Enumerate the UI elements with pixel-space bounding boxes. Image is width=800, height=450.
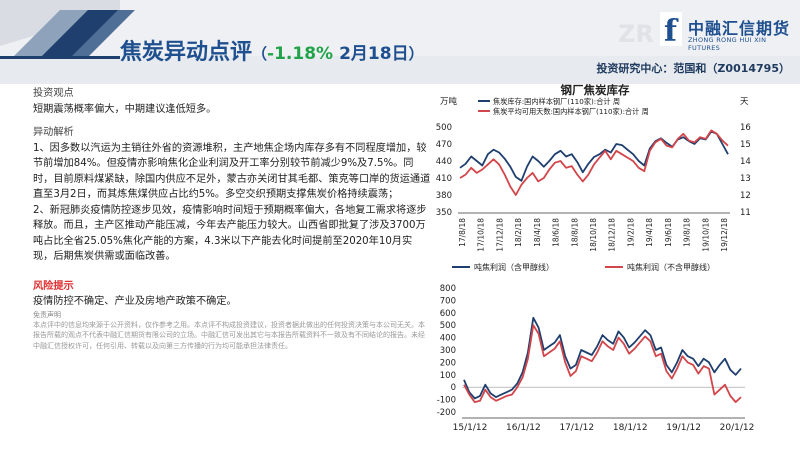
legend-label: 吨焦利润（不含甲醇线）	[627, 262, 715, 272]
analysis-point-2: 2、新冠肺炎疫情防控逐步见效，疫情影响时间短于预期概率偏大，各地复工需求将逐步释…	[33, 204, 427, 263]
y-tick-right: 12	[740, 191, 751, 201]
y-tick-left: 500	[436, 123, 452, 133]
x-tick-label: 18/6/18	[552, 218, 561, 247]
y-tick: 100	[440, 371, 456, 381]
y-tick-right: 11	[740, 208, 751, 218]
legend-label: 焦炭平均可用天数:国内样本钢厂(110家):合计 周	[493, 107, 649, 116]
right-axis-unit: 天	[740, 97, 749, 107]
title-paren-open: （	[252, 45, 268, 63]
analysis-point-1: 1、因多数以汽运为主销往外省的资源堆积，主产地焦企场内库存多有不同程度增加，较节…	[33, 142, 431, 201]
x-tick-label: 18/1/12	[613, 423, 648, 433]
x-tick-label: 20/1/12	[720, 423, 755, 433]
risk-heading: 风险提示	[33, 280, 74, 292]
page-title: 焦炭异动点评（-1.18% 2月18日）	[120, 34, 424, 66]
disclaimer-text: 本点评中的信息均来源于公开资料，仅作参考之用。本点评不构成投资建议，投资者据此做…	[33, 320, 425, 350]
logo-name: 中融汇信期货	[688, 19, 791, 38]
series-line	[463, 324, 742, 404]
y-tick-left: 440	[436, 157, 452, 167]
view-text: 短期震荡概率偏大，中期建议逢低短多。	[33, 103, 217, 115]
y-tick: 600	[440, 309, 456, 319]
x-tick-label: 19/6/18	[664, 218, 673, 247]
y-tick-right: 15	[740, 140, 751, 150]
y-tick-right: 16	[740, 123, 751, 133]
y-tick: -200	[437, 408, 456, 418]
logo-watermark: ZR	[618, 20, 654, 48]
report-date: 2月18日	[339, 44, 409, 64]
title-main: 焦炭异动点评	[120, 40, 253, 65]
y-tick-right: 13	[740, 174, 751, 184]
y-tick: 700	[440, 296, 456, 306]
x-tick-label: 16/1/12	[506, 423, 541, 433]
x-tick-label: 19/12/18	[720, 218, 729, 252]
analyst-credit: 投资研究中心：范国和（Z0014795）	[596, 62, 790, 75]
y-tick: 400	[440, 334, 456, 344]
risk-text: 疫情防控不确定、产业及房地产政策不确定。	[33, 296, 237, 307]
y-tick-left: 410	[436, 174, 452, 184]
series-line	[459, 130, 729, 182]
y-tick: 800	[440, 284, 456, 294]
header-subband	[0, 56, 800, 84]
legend-label: 焦炭库存:国内样本钢厂(110家):合计 周	[493, 97, 620, 106]
x-tick-label: 18/10/18	[589, 218, 598, 252]
legend-label: 吨焦利润（含甲醇线）	[474, 262, 554, 272]
y-tick: 200	[440, 358, 456, 368]
y-tick-left: 350	[436, 208, 452, 218]
x-tick-label: 19/2/18	[626, 218, 635, 247]
logo-mark-box	[660, 12, 682, 46]
y-tick: 300	[440, 346, 456, 356]
left-axis-unit: 万吨	[440, 96, 458, 107]
y-tick: 0	[451, 383, 456, 393]
x-tick-label: 18/4/18	[533, 218, 542, 247]
coke-profit-chart: 吨焦利润（含甲醇线） 吨焦利润（不含甲醇线） 800 700 600 500 400 300 2…	[437, 262, 755, 433]
x-tick-label: 15/1/12	[453, 423, 488, 433]
x-tick-label: 17/1/12	[559, 423, 594, 433]
x-tick-label: 19/8/18	[683, 218, 692, 247]
x-tick-label: 19/4/18	[645, 218, 654, 247]
x-tick-label: 18/12/18	[608, 218, 617, 252]
price-change: -1.18%	[267, 44, 334, 64]
x-tick-label: 17/10/18	[477, 218, 486, 252]
x-tick-label: 19/1/12	[666, 423, 701, 433]
y-tick-left: 380	[436, 191, 452, 201]
x-tick-label: 18/8/18	[570, 218, 579, 247]
series-line	[459, 129, 729, 196]
y-tick-left: 470	[436, 140, 452, 150]
title-paren-close: ）	[408, 45, 424, 63]
series-line	[463, 316, 742, 400]
y-tick-right: 14	[740, 157, 751, 167]
x-tick-label: 17/12/18	[495, 218, 504, 252]
logo-mark: f	[664, 14, 679, 49]
disclaimer-heading: 免责声明	[33, 310, 61, 319]
y-tick: -100	[437, 396, 456, 406]
chart-title: 钢厂焦炭库存	[561, 83, 630, 97]
x-tick-label: 17/8/18	[458, 218, 467, 247]
logo-subtitle: ZHONG RONG HUI XIN FUTURES	[688, 36, 767, 52]
x-tick-label: 19/10/18	[701, 218, 710, 252]
view-heading: 投资观点	[33, 88, 74, 99]
y-tick: 500	[440, 321, 456, 331]
x-tick-label: 18/2/18	[514, 218, 523, 247]
commentary-column: 投资观点 短期震荡概率偏大，中期建议逢低短多。 异动解析 1、因多数以汽运为主销…	[33, 86, 431, 351]
analysis-heading: 异动解析	[33, 127, 74, 138]
